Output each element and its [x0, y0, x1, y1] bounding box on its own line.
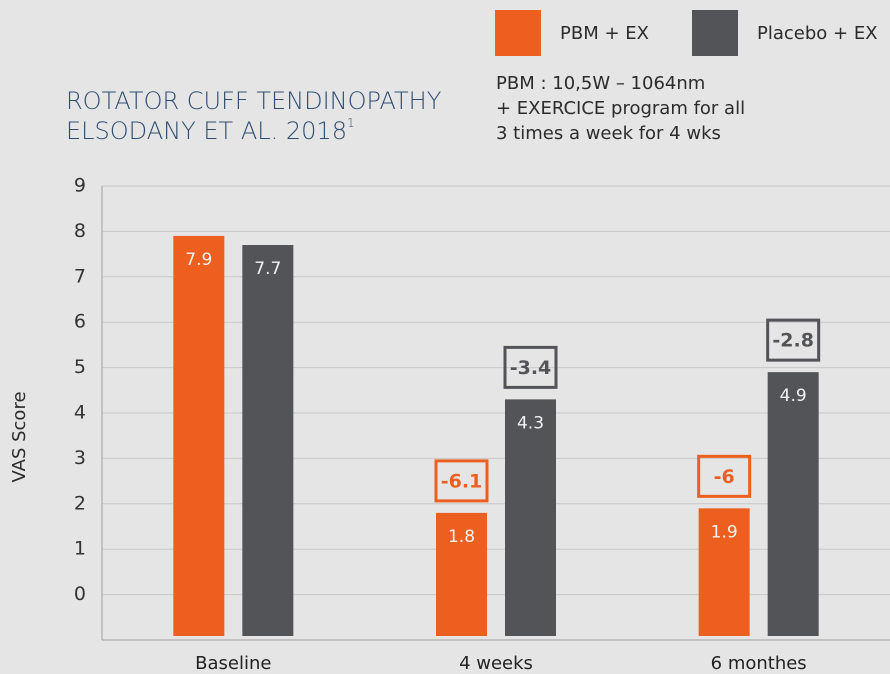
- y-tick-label: 5: [74, 356, 86, 378]
- subtitle: + EXERCICE program for all: [496, 98, 745, 119]
- change-box: [697, 454, 752, 498]
- legend-label: Placebo + EX: [757, 23, 878, 44]
- bar: [767, 372, 819, 636]
- subtitle: PBM : 10,5W – 1064nm: [496, 73, 705, 94]
- legend-swatch: [692, 10, 738, 56]
- bar: [505, 399, 556, 636]
- chart-title: ELSODANY ET AL. 20181: [66, 116, 355, 146]
- y-tick-label: 2: [74, 492, 86, 514]
- change-box: [503, 345, 558, 389]
- y-tick-label: 1: [74, 538, 86, 560]
- change-box: [434, 459, 489, 503]
- value-label: 4.9: [780, 386, 807, 406]
- x-tick-label: 6 monthes: [711, 653, 807, 674]
- y-tick-label: 7: [74, 265, 86, 287]
- value-label: 1.8: [448, 527, 475, 547]
- value-label: 4.3: [517, 413, 544, 433]
- y-tick-label: 0: [74, 583, 86, 605]
- subtitle: 3 times a week for 4 wks: [496, 123, 721, 144]
- chart-title: ROTATOR CUFF TENDINOPATHY: [66, 87, 442, 115]
- bar: [242, 245, 294, 636]
- bar: [436, 512, 487, 636]
- y-tick-label: 6: [74, 311, 86, 333]
- bar: [173, 235, 225, 636]
- y-tick-label: 4: [74, 402, 86, 424]
- value-label: 1.9: [711, 522, 738, 542]
- title-superscript: 1: [347, 116, 355, 130]
- legend-swatch: [495, 10, 541, 56]
- legend-label: PBM + EX: [560, 23, 649, 44]
- value-label: 7.9: [185, 250, 212, 270]
- bar: [698, 508, 750, 636]
- change-label: -3.4: [510, 357, 552, 379]
- change-box: [766, 318, 821, 362]
- value-label: 7.7: [254, 259, 281, 279]
- x-tick-label: Baseline: [195, 653, 271, 674]
- chart-title-line: ELSODANY ET AL. 2018: [66, 117, 347, 145]
- y-tick-label: 8: [74, 220, 86, 242]
- change-label: -2.8: [772, 330, 814, 352]
- change-label: -6: [714, 466, 735, 488]
- y-axis-label: VAS Score: [9, 391, 30, 482]
- change-label: -6.1: [441, 470, 483, 492]
- y-tick-label: 9: [74, 175, 86, 197]
- y-tick-label: 3: [74, 447, 86, 469]
- x-tick-label: 4 weeks: [459, 653, 533, 674]
